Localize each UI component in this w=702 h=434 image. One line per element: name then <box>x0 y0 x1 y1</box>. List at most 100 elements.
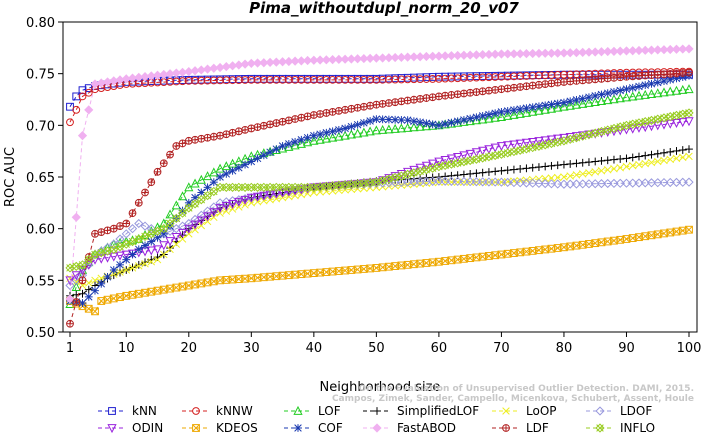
point-knnw-marker <box>372 75 381 84</box>
point-fastabod-marker <box>434 51 444 61</box>
x-tick-label: 60 <box>431 341 448 356</box>
point-odin-marker <box>415 163 425 173</box>
point-ldof-marker <box>403 177 413 187</box>
point-simplifiedlof-marker <box>591 157 600 166</box>
point-kdeos-marker <box>572 241 581 250</box>
point-lof-marker <box>346 129 356 139</box>
point-ldof-marker <box>459 176 469 187</box>
point-fastabod-marker <box>665 44 675 55</box>
point-ldf-marker <box>422 94 431 102</box>
point-fastabod-marker <box>615 46 625 56</box>
point-loop-marker <box>85 279 93 287</box>
point-cof-marker <box>572 96 581 104</box>
point-ldf-marker <box>159 159 168 168</box>
x-tick-label: 10 <box>118 341 135 356</box>
point-simplifiedlof-marker <box>666 147 675 156</box>
point-cof-marker <box>491 109 500 118</box>
point-kdeos-marker <box>641 232 650 241</box>
legend-fastabod-marker <box>372 423 382 433</box>
watermark-line-1: Campos, Zimek, Sander, Campello, Micenko… <box>332 394 694 404</box>
point-knnw-marker <box>428 75 437 83</box>
point-knnw-marker <box>472 73 481 82</box>
y-tick-label: 0.65 <box>26 171 55 186</box>
point-inflo-marker <box>252 182 263 192</box>
point-ldof-marker <box>171 224 181 234</box>
series-inflo <box>65 108 694 273</box>
point-lof-marker <box>571 99 582 109</box>
point-fastabod-marker <box>371 53 381 63</box>
point-inflo-marker <box>259 182 269 192</box>
point-ldf-marker <box>409 95 418 104</box>
legend-label-ldf: LDF <box>526 421 549 434</box>
point-kdeos-marker <box>359 265 368 273</box>
point-cof-marker <box>322 128 331 137</box>
legend-kdeos-marker <box>192 424 200 432</box>
point-ldof-marker <box>684 177 694 187</box>
point-knnw-marker <box>422 75 431 83</box>
point-cof-marker <box>234 163 243 172</box>
point-ldof-marker <box>584 179 594 189</box>
point-odin-marker <box>177 228 188 238</box>
point-inflo-marker <box>565 134 575 144</box>
legend-item-inflo: INFLO <box>586 421 655 434</box>
point-lof-marker <box>340 130 350 140</box>
point-simplifiedlof-marker <box>84 285 93 294</box>
point-fastabod-marker <box>77 131 88 141</box>
point-knnw-marker <box>485 73 493 82</box>
point-kdeos-marker <box>291 270 299 279</box>
point-fastabod-marker <box>640 45 650 55</box>
point-cof-marker <box>409 117 418 126</box>
y-tick-label: 0.60 <box>26 223 55 238</box>
point-fastabod-marker <box>396 52 406 62</box>
point-simplifiedlof-marker <box>566 160 575 168</box>
point-kdeos-marker <box>228 275 237 284</box>
legend: kNN kNNW LOF SimplifiedLOF LoOP LDOF ODIN KDEOS… <box>98 404 655 434</box>
point-ldof-marker <box>121 229 131 239</box>
point-lof-marker <box>628 91 638 101</box>
point-kdeos-marker <box>316 268 325 277</box>
point-ldf-marker <box>122 219 131 228</box>
point-lof-marker <box>177 191 188 201</box>
point-simplifiedlof-marker <box>641 151 650 160</box>
point-fastabod-marker <box>546 48 557 58</box>
point-knnw-marker <box>322 75 331 84</box>
point-knnw-marker <box>309 75 318 84</box>
point-ldf-marker <box>166 150 174 159</box>
point-lof-marker <box>503 110 513 120</box>
legend-label-fastabod: FastABOD <box>397 421 456 434</box>
point-ldf-marker <box>153 167 162 176</box>
point-lof-marker <box>384 124 394 134</box>
point-cof-marker <box>403 116 412 125</box>
point-kdeos-marker <box>653 230 662 239</box>
legend-label-lof: LOF <box>318 404 341 418</box>
point-ldf-marker <box>241 125 249 134</box>
point-knnw-marker <box>353 75 362 84</box>
point-ldf-marker <box>309 111 318 119</box>
point-ldf-marker <box>66 319 74 328</box>
point-ldf-marker <box>547 79 556 88</box>
legend-item-knnw: kNNW <box>182 404 253 418</box>
point-lof-marker <box>171 200 181 210</box>
point-knnw-marker <box>403 75 412 84</box>
point-ldf-marker <box>391 98 400 107</box>
point-loop-marker <box>553 173 562 182</box>
point-cof-marker <box>478 112 487 120</box>
point-ldf-marker <box>353 103 362 112</box>
legend-lof-marker <box>293 405 303 415</box>
point-fastabod-marker <box>84 105 94 115</box>
point-cof-marker <box>97 279 106 288</box>
point-cof-marker <box>91 286 99 295</box>
point-cof-marker <box>78 299 87 307</box>
point-loop-marker <box>678 153 687 162</box>
point-ldof-marker <box>396 177 406 187</box>
point-loop-marker <box>635 160 643 169</box>
point-odin-marker <box>653 121 663 131</box>
point-odin-marker <box>209 208 219 218</box>
point-fastabod-marker <box>496 49 507 59</box>
point-odin-marker <box>84 260 94 270</box>
point-fastabod-marker <box>628 46 638 56</box>
point-inflo-marker <box>265 182 275 192</box>
point-lof-marker <box>334 131 344 141</box>
point-fastabod-marker <box>678 44 688 54</box>
